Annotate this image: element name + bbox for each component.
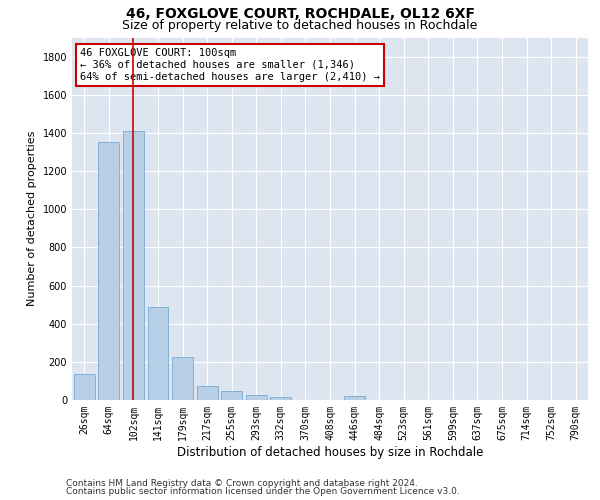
Bar [246,394,267,400]
Text: Contains HM Land Registry data © Crown copyright and database right 2024.: Contains HM Land Registry data © Crown c… [66,478,418,488]
Bar [172,357,193,400]
Bar [123,131,144,400]
Bar [98,142,119,400]
Bar [74,374,95,400]
Bar [221,392,242,400]
Bar [197,386,218,400]
Y-axis label: Number of detached properties: Number of detached properties [27,131,37,306]
Text: 46 FOXGLOVE COURT: 100sqm
← 36% of detached houses are smaller (1,346)
64% of se: 46 FOXGLOVE COURT: 100sqm ← 36% of detac… [80,48,380,82]
Bar [344,396,365,400]
Bar [271,397,292,400]
X-axis label: Distribution of detached houses by size in Rochdale: Distribution of detached houses by size … [177,446,483,458]
Bar [148,306,169,400]
Text: Contains public sector information licensed under the Open Government Licence v3: Contains public sector information licen… [66,487,460,496]
Text: 46, FOXGLOVE COURT, ROCHDALE, OL12 6XF: 46, FOXGLOVE COURT, ROCHDALE, OL12 6XF [125,8,475,22]
Text: Size of property relative to detached houses in Rochdale: Size of property relative to detached ho… [122,18,478,32]
